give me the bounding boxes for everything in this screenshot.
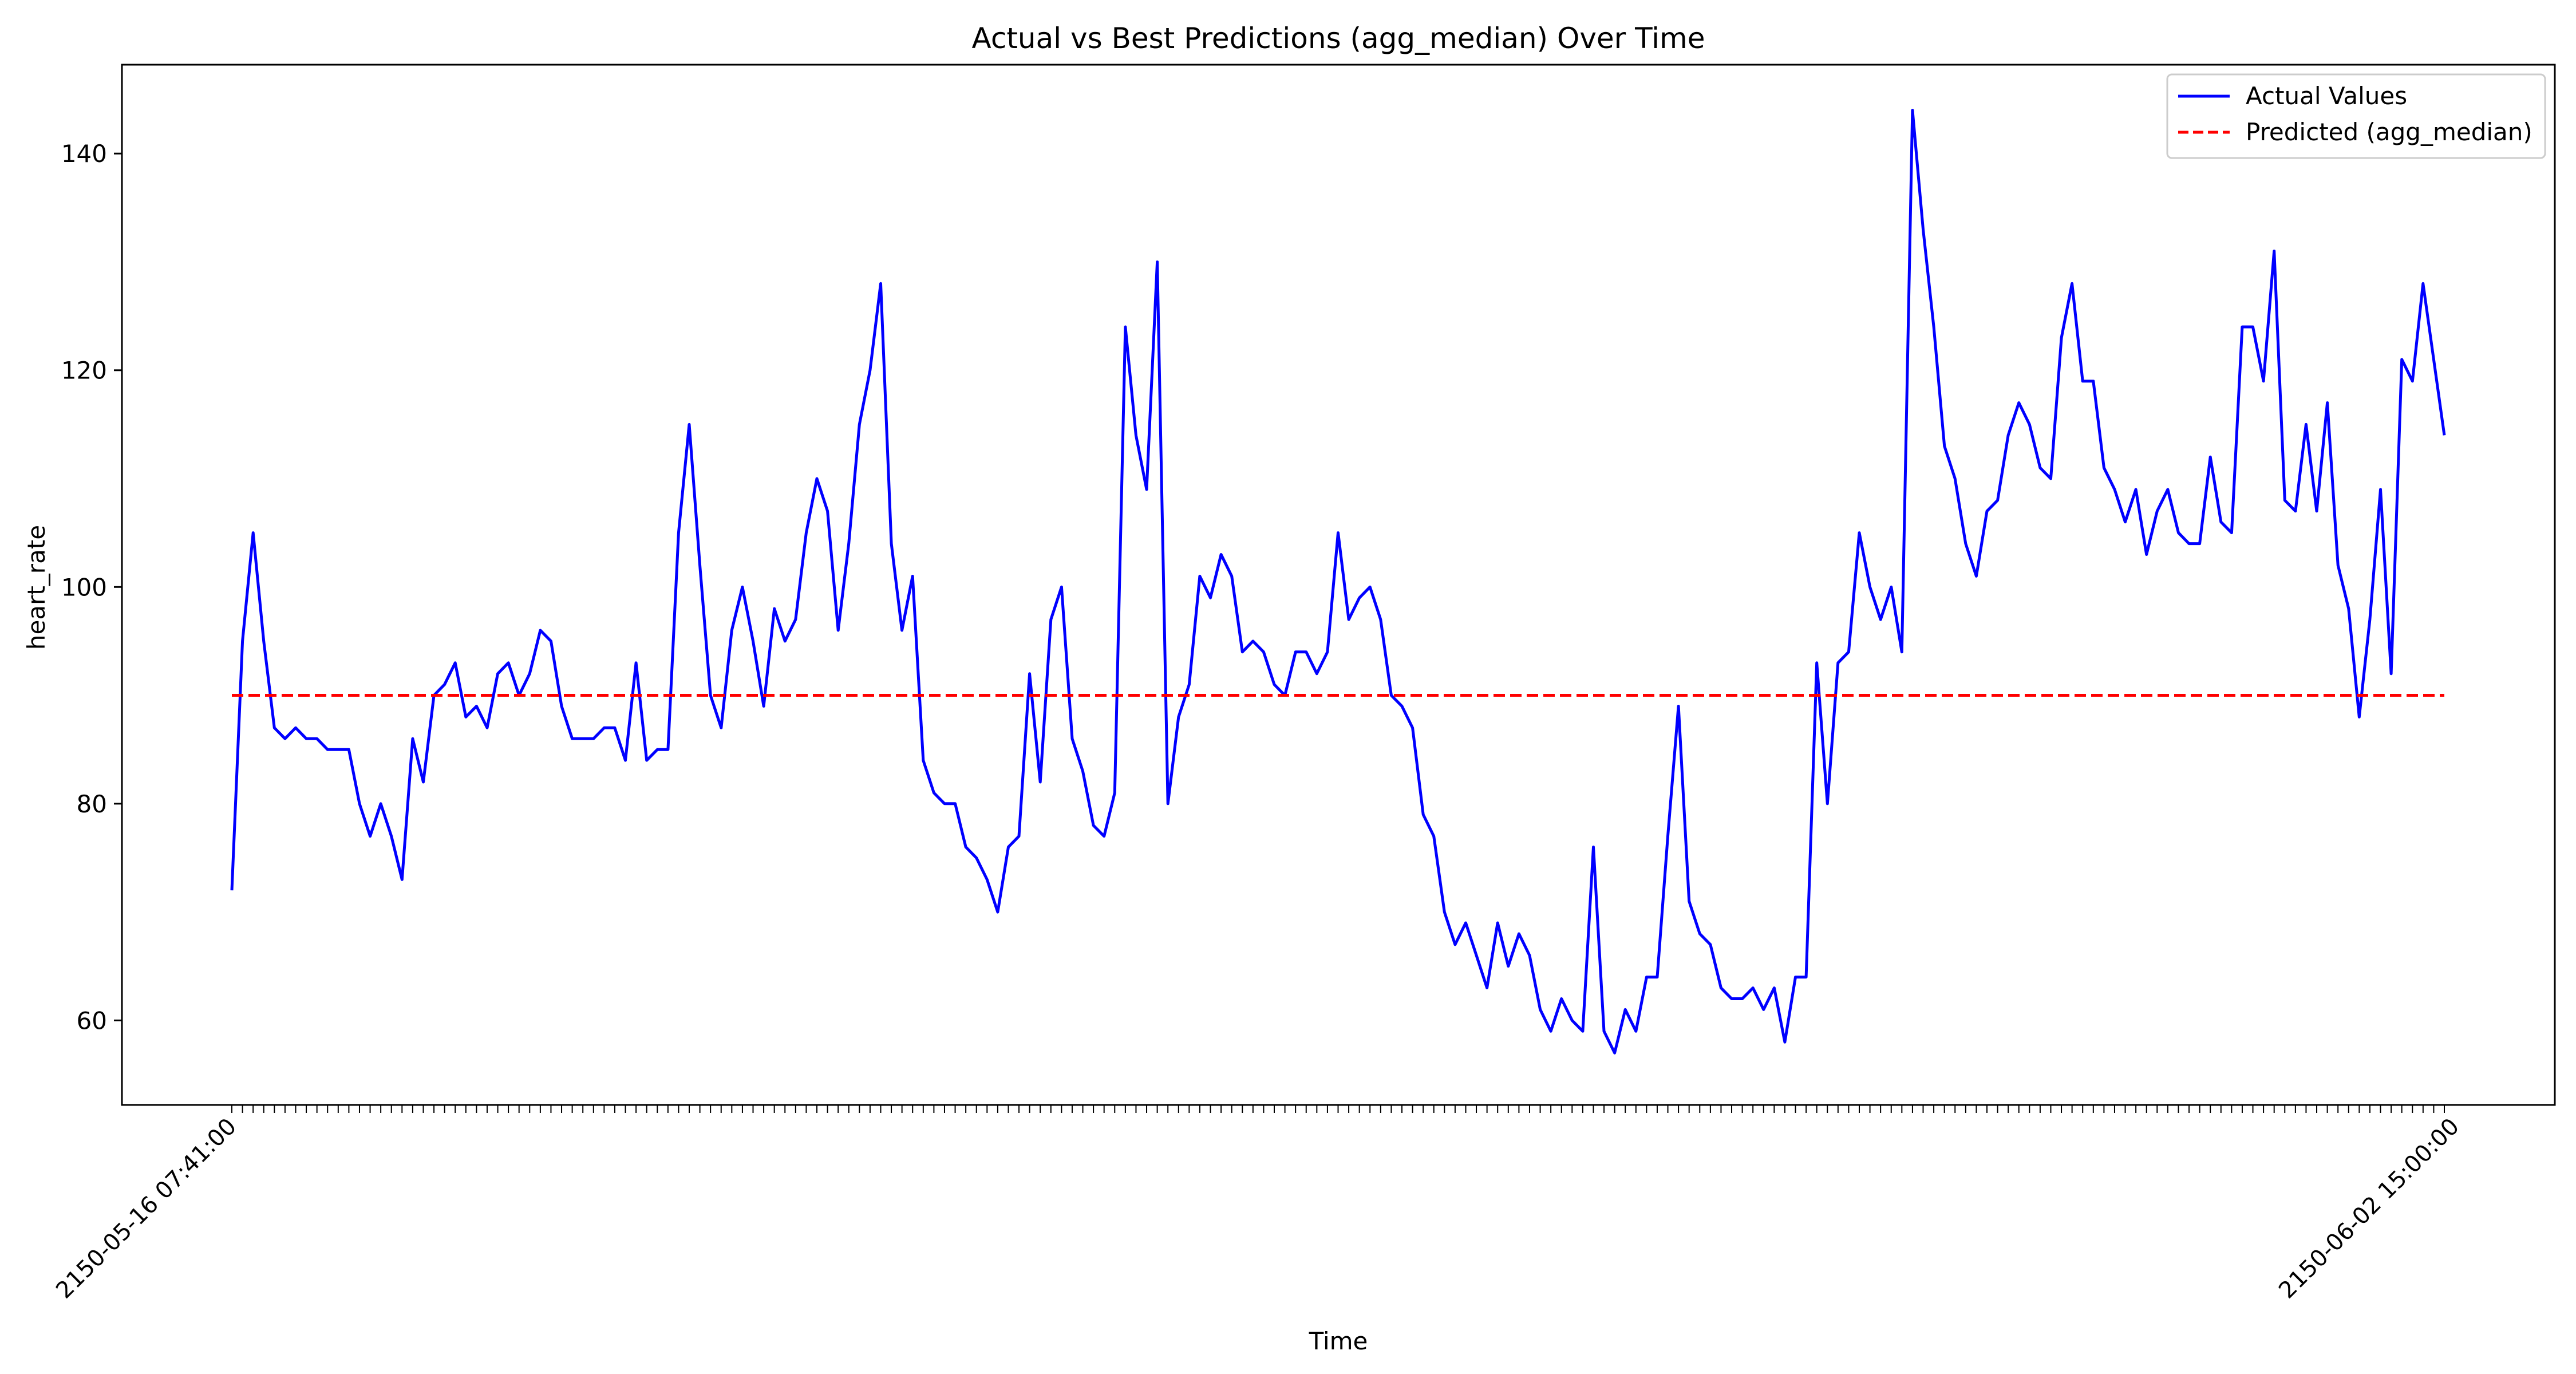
y-axis: 60 80 100 120 140 [61, 140, 122, 1035]
y-tick-label: 60 [77, 1006, 107, 1035]
series-layer [230, 109, 2446, 1055]
legend-label-predicted: Predicted (agg_median) [2246, 118, 2532, 146]
y-tick-label: 140 [61, 140, 107, 168]
y-tick-label: 120 [61, 357, 107, 385]
x-tick-label-first: 2150-05-16 07:41:00 [51, 1114, 242, 1304]
legend-box [2166, 73, 2546, 159]
y-tick-label: 80 [77, 790, 107, 818]
legend-label-actual: Actual Values [2246, 82, 2407, 110]
y-axis-label: heart_rate [22, 525, 50, 650]
chart-title: Actual vs Best Predictions (agg_median) … [972, 22, 1705, 55]
plot-frame [121, 64, 2556, 1106]
x-axis-label: Time [1309, 1327, 1368, 1355]
x-axis: 2150-05-16 07:41:00 2150-06-02 15:00:00 [51, 1105, 2464, 1304]
plot-area: 60 80 100 120 140 2150-05-16 07:41:00 2150-06… [51, 64, 2556, 1304]
series-line-actual [230, 109, 2446, 1055]
y-tick-label: 100 [61, 573, 107, 601]
legend: Actual Values Predicted (agg_median) [2166, 73, 2546, 159]
x-tick-label-last: 2150-06-02 15:00:00 [2274, 1114, 2464, 1304]
